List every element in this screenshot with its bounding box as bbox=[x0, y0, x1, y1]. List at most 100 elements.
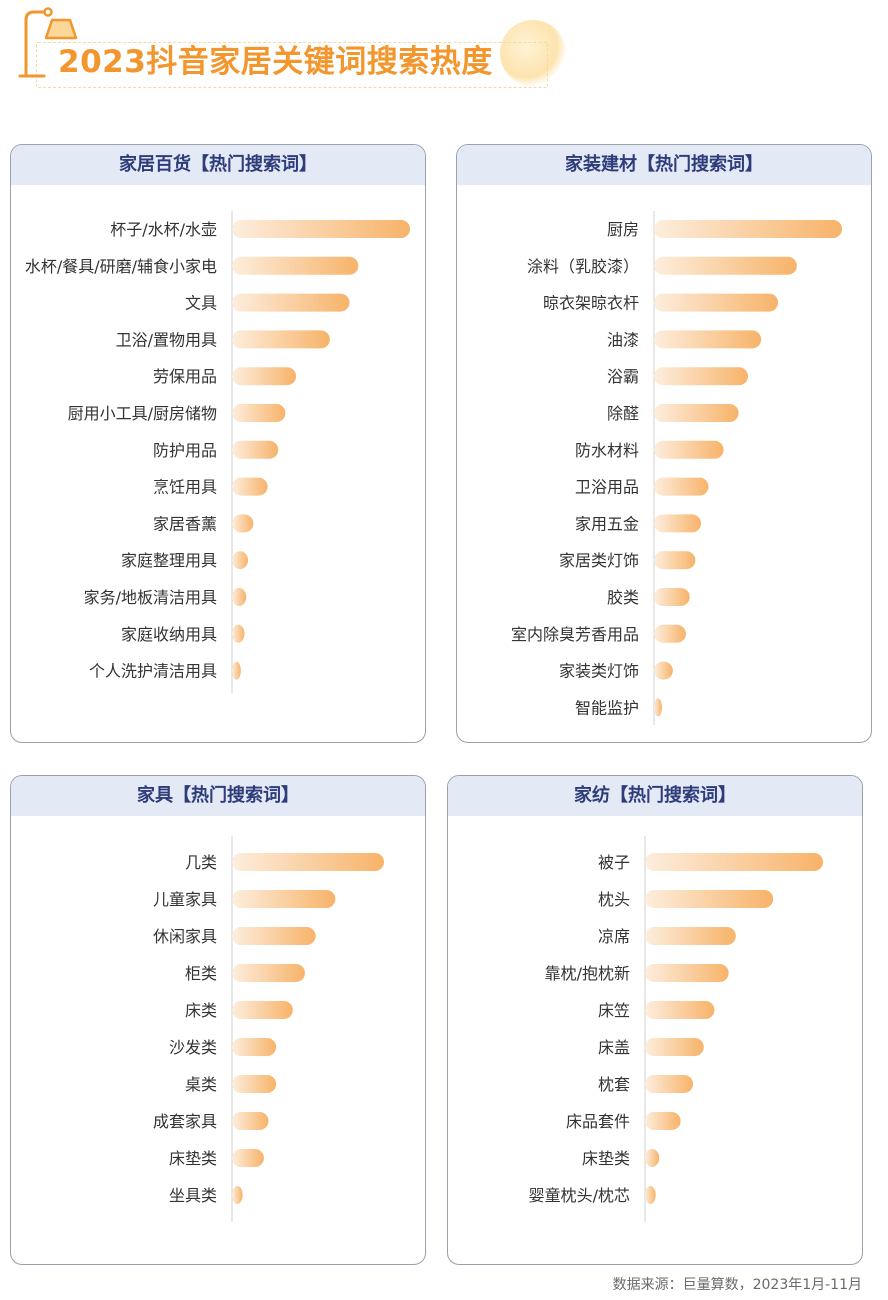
bar bbox=[232, 367, 297, 386]
category-label: 劳保用品 bbox=[153, 367, 217, 386]
chart-panel-household-goods: 家居百货【热门搜索词】 杯子/水杯/水壶水杯/餐具/研磨/辅食小家电文具卫浴/置… bbox=[10, 144, 426, 743]
bar bbox=[232, 477, 268, 496]
category-label: 桌类 bbox=[185, 1075, 217, 1094]
bar bbox=[654, 367, 748, 386]
bar bbox=[232, 330, 330, 349]
category-label: 家居香薰 bbox=[153, 514, 217, 533]
category-label: 胶类 bbox=[607, 588, 639, 607]
bar bbox=[232, 551, 249, 570]
category-label: 床垫类 bbox=[582, 1149, 630, 1168]
category-label: 个人洗护清洁用具 bbox=[89, 662, 217, 681]
category-label: 婴童枕头/枕芯 bbox=[529, 1186, 630, 1205]
bar bbox=[654, 404, 739, 422]
bar bbox=[654, 440, 724, 459]
category-label: 防水材料 bbox=[575, 441, 639, 460]
category-label: 床盖 bbox=[598, 1038, 630, 1057]
category-label: 厨房 bbox=[607, 220, 639, 239]
bar bbox=[232, 220, 410, 238]
bar bbox=[654, 514, 701, 533]
bar bbox=[232, 293, 350, 312]
category-label: 智能监护 bbox=[575, 698, 639, 717]
bar bbox=[654, 588, 690, 606]
bar bbox=[232, 964, 305, 982]
bar bbox=[654, 624, 686, 643]
bar bbox=[232, 1001, 293, 1019]
bar bbox=[654, 698, 662, 717]
category-label: 床垫类 bbox=[169, 1149, 217, 1168]
bar bbox=[232, 440, 279, 459]
category-label: 被子 bbox=[598, 853, 630, 872]
bar bbox=[654, 330, 762, 349]
bar bbox=[645, 1001, 715, 1019]
category-label: 家庭收纳用具 bbox=[121, 625, 217, 644]
bar bbox=[232, 1075, 277, 1093]
bar bbox=[645, 927, 736, 945]
category-label: 烹饪用具 bbox=[153, 478, 217, 497]
bar bbox=[232, 1112, 269, 1130]
category-label: 几类 bbox=[185, 853, 217, 872]
category-label: 坐具类 bbox=[169, 1186, 217, 1205]
category-label: 床类 bbox=[185, 1001, 217, 1020]
category-label: 卫浴/置物用具 bbox=[116, 330, 217, 349]
category-label: 涂料（乳胶漆） bbox=[527, 257, 639, 276]
bar bbox=[232, 588, 247, 606]
bar bbox=[232, 927, 316, 945]
bar bbox=[232, 890, 336, 908]
bar bbox=[232, 1186, 243, 1204]
bar bbox=[232, 514, 254, 533]
category-label: 家务/地板清洁用具 bbox=[84, 588, 217, 607]
chart-panel-furniture: 家具【热门搜索词】 几类 儿童家具 休闲家具 柜类 床类 沙发类 桌类 成套家具 床垫类 坐具类 bbox=[10, 775, 426, 1265]
category-label: 枕头 bbox=[598, 890, 630, 909]
bar bbox=[654, 477, 709, 496]
category-label: 杯子/水杯/水壶 bbox=[110, 220, 217, 239]
category-label: 家居类灯饰 bbox=[559, 551, 639, 570]
decorative-sun bbox=[500, 20, 566, 86]
category-label: 除醛 bbox=[607, 404, 639, 423]
bar bbox=[232, 1038, 277, 1056]
chart-panel-building-materials: 家装建材【热门搜索词】 厨房涂料（乳胶漆） 晾衣架晾衣杆油漆浴霸除醛防水材料卫浴用… bbox=[456, 144, 872, 743]
bar bbox=[645, 853, 823, 871]
bar bbox=[232, 661, 241, 680]
category-label: 水杯/餐具/研磨/辅食小家电 bbox=[25, 257, 217, 276]
bar-chart: 杯子/水杯/水壶水杯/餐具/研磨/辅食小家电文具卫浴/置物用具劳保用品厨用小工具… bbox=[25, 211, 410, 693]
category-label: 室内除臭芳香用品 bbox=[511, 625, 639, 644]
bar bbox=[645, 890, 774, 908]
bar bbox=[645, 964, 729, 982]
chart-panel-home-textiles: 家纺【热门搜索词】 被子 枕头 凉席 靠枕/抱枕新 床笠 床盖 枕套 床品套件 床垫类 婴童枕头/… bbox=[447, 775, 863, 1265]
category-label: 浴霸 bbox=[607, 367, 639, 386]
page-header: 2023抖音家居关键词搜索热度 bbox=[0, 0, 888, 100]
bar bbox=[232, 256, 359, 275]
category-label: 儿童家具 bbox=[153, 890, 217, 909]
bar bbox=[654, 551, 696, 570]
chart-title: 家装建材【热门搜索词】 bbox=[457, 145, 871, 185]
bar bbox=[654, 256, 797, 275]
category-label: 枕套 bbox=[598, 1075, 630, 1094]
category-label: 柜类 bbox=[185, 964, 217, 983]
chart-title: 家居百货【热门搜索词】 bbox=[11, 145, 425, 185]
bar bbox=[645, 1186, 656, 1204]
chart-title: 家纺【热门搜索词】 bbox=[448, 776, 862, 816]
category-label: 家用五金 bbox=[575, 514, 639, 533]
bar bbox=[654, 220, 842, 238]
category-label: 晾衣架晾衣杆 bbox=[543, 294, 639, 313]
category-label: 卫浴用品 bbox=[575, 478, 639, 497]
category-label: 厨用小工具/厨房储物 bbox=[68, 404, 217, 423]
category-label: 凉席 bbox=[598, 927, 630, 946]
bar bbox=[645, 1075, 694, 1093]
category-label: 防护用品 bbox=[153, 441, 217, 460]
chart-title: 家具【热门搜索词】 bbox=[11, 776, 425, 816]
category-label: 成套家具 bbox=[153, 1112, 217, 1131]
category-label: 床笠 bbox=[598, 1001, 630, 1020]
bar bbox=[645, 1112, 681, 1130]
bar bbox=[232, 624, 245, 643]
data-source-note: 数据来源：巨量算数，2023年1月-11月 bbox=[612, 1277, 862, 1293]
category-label: 文具 bbox=[185, 294, 217, 313]
category-label: 油漆 bbox=[607, 330, 639, 349]
category-label: 床品套件 bbox=[566, 1112, 630, 1131]
bar bbox=[654, 661, 673, 680]
bar bbox=[232, 1149, 264, 1167]
category-label: 休闲家具 bbox=[153, 927, 217, 946]
bar bbox=[645, 1149, 660, 1167]
